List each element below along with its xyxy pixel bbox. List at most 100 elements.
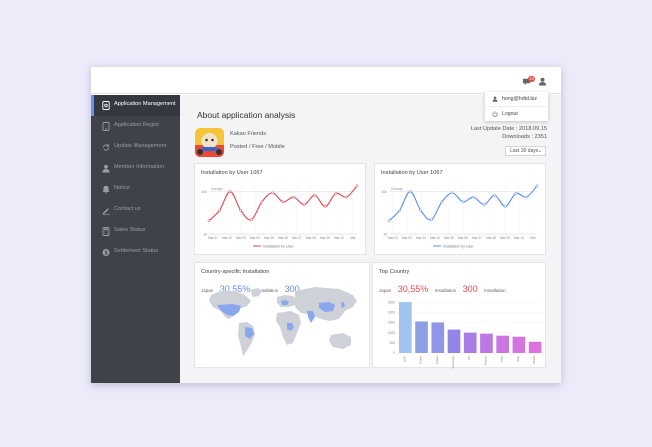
data-point bbox=[387, 219, 391, 223]
data-point bbox=[228, 190, 232, 193]
y-tick-label: 1500 bbox=[388, 321, 395, 325]
main-content: About application analysis Kakao Friends… bbox=[180, 95, 561, 383]
stat-label-installation: Installation bbox=[484, 288, 506, 293]
user-icon[interactable] bbox=[538, 77, 547, 86]
pencil-icon bbox=[102, 208, 110, 215]
x-tick-label: China bbox=[419, 356, 423, 364]
card-title: Country-specific Installation bbox=[201, 269, 270, 275]
downloads-count: Downloads : 2351 bbox=[502, 134, 547, 140]
sidebar-item-label: Application Regist bbox=[114, 122, 159, 128]
sidebar-item-settlement-status[interactable]: $ Settlement Status bbox=[91, 242, 180, 263]
world-map bbox=[209, 287, 357, 356]
map-usa bbox=[217, 304, 241, 316]
user-icon bbox=[102, 164, 110, 173]
sidebar-item-contact-us[interactable]: Contact us bbox=[91, 200, 180, 221]
bar bbox=[463, 332, 477, 353]
x-tick-label: Mar 09 bbox=[320, 236, 330, 240]
map-africa-highlight bbox=[287, 323, 294, 331]
sidebar-item-member-information[interactable]: Member Information bbox=[91, 158, 180, 179]
stat-label-japan: Japan bbox=[201, 288, 214, 293]
data-point bbox=[218, 209, 221, 212]
map-japan bbox=[341, 302, 345, 308]
y-tick-label: 500 bbox=[390, 341, 396, 345]
data-point bbox=[461, 200, 465, 204]
sidebar-item-label: Member Information bbox=[114, 164, 165, 170]
stat-percent: 30,55% bbox=[397, 284, 429, 294]
legend-label: Installation by User bbox=[443, 244, 474, 248]
user-dropdown: hong@hdtd.biz Logout bbox=[485, 92, 548, 121]
regist-icon bbox=[102, 122, 110, 131]
data-point bbox=[292, 195, 295, 199]
x-tick-label: Mar 04 bbox=[430, 236, 440, 240]
x-tick-label: Mar 03 bbox=[236, 236, 246, 240]
x-tick-label: Mar 10 bbox=[514, 236, 524, 240]
page-title: About application analysis bbox=[197, 110, 296, 120]
data-point bbox=[514, 191, 518, 195]
data-point bbox=[451, 191, 454, 195]
top-country-card: Top Country Japan 30,55% Installation 30… bbox=[372, 262, 546, 368]
app-meta: Posted / Free / Mobile bbox=[230, 144, 285, 150]
bar bbox=[415, 321, 428, 353]
stat-label-japan: Japan bbox=[379, 288, 392, 293]
calculator-icon bbox=[102, 227, 110, 236]
user-icon bbox=[492, 96, 498, 102]
x-tick-label: Mar 01 bbox=[388, 236, 398, 240]
x-tick-label: Mar 03 bbox=[416, 236, 426, 240]
x-tick-label: Mar 09 bbox=[500, 236, 510, 240]
x-tick-label: Mar 01 bbox=[208, 236, 218, 240]
data-point bbox=[249, 218, 253, 222]
data-point bbox=[260, 200, 264, 204]
y-tick-label: 1000 bbox=[388, 331, 395, 335]
bell-icon bbox=[102, 185, 110, 194]
data-point bbox=[323, 205, 327, 208]
data-point bbox=[429, 218, 433, 222]
dropdown-email: hong@hdtd.biz bbox=[502, 96, 537, 102]
data-point bbox=[472, 195, 475, 199]
data-point bbox=[355, 184, 359, 188]
y-tick-label: 100 bbox=[201, 190, 207, 194]
app-name: Kakao Friends bbox=[230, 131, 267, 137]
map-india bbox=[307, 311, 315, 323]
bar bbox=[447, 329, 461, 353]
last-update-date: Last Update Date : 2018.09.15 bbox=[470, 126, 547, 132]
x-tick-label: India bbox=[500, 356, 504, 363]
dropdown-logout-item[interactable]: Logout bbox=[485, 106, 548, 120]
stat-number: 300 bbox=[284, 284, 300, 294]
x-tick-label: Mar 07 bbox=[472, 236, 482, 240]
app-thumbnail bbox=[195, 128, 224, 157]
sidebar-item-application-regist[interactable]: Application Regist bbox=[91, 116, 180, 137]
data-point bbox=[334, 191, 338, 195]
stat-label-installation: Installation bbox=[256, 288, 279, 293]
data-point bbox=[302, 203, 306, 207]
x-tick-label: Mar bbox=[530, 236, 536, 240]
bar bbox=[512, 336, 526, 353]
map-europe-highlight bbox=[281, 300, 289, 305]
x-tick-label: Mar 07 bbox=[292, 236, 302, 240]
chevron-down-icon: ⌄ bbox=[537, 148, 542, 154]
date-range-select[interactable]: Last 30 days ⌄ bbox=[505, 146, 546, 156]
sidebar-item-update-management[interactable]: Update Management bbox=[91, 137, 180, 158]
sidebar-item-application-management[interactable]: Application Management bbox=[91, 95, 180, 116]
data-point bbox=[503, 205, 507, 208]
sidebar-item-sales-status[interactable]: Sales Status bbox=[91, 221, 180, 242]
stat-percent: 30,55% bbox=[219, 284, 251, 294]
bar bbox=[480, 333, 493, 353]
sidebar-item-label: Application Management bbox=[114, 101, 176, 107]
card-title: Top Country bbox=[379, 269, 410, 275]
bar-chart: 2500 2000 1500 1000 500 0 USA China Japan Germany… bbox=[388, 300, 543, 368]
y-tick-label: 100 bbox=[381, 190, 387, 194]
notification-badge: 15 bbox=[528, 76, 535, 82]
installation-chart-card-blue: Installation by User 1067 100 10 Average Ma… bbox=[374, 163, 546, 255]
sidebar-item-notice[interactable]: Notice bbox=[91, 179, 180, 200]
average-label: Average bbox=[211, 187, 223, 191]
average-label: Average bbox=[391, 187, 403, 191]
svg-text:$: $ bbox=[104, 251, 107, 257]
data-point bbox=[313, 193, 317, 197]
x-tick-label: Mar 04 bbox=[250, 236, 260, 240]
data-point bbox=[281, 200, 285, 204]
dropdown-email-item[interactable]: hong@hdtd.biz bbox=[485, 92, 548, 106]
data-point bbox=[535, 184, 539, 188]
installation-chart-card-red: Installation by User 1067 100 10 Average Ma… bbox=[194, 163, 366, 255]
dollar-icon: $ bbox=[102, 249, 110, 257]
data-point bbox=[440, 200, 444, 204]
